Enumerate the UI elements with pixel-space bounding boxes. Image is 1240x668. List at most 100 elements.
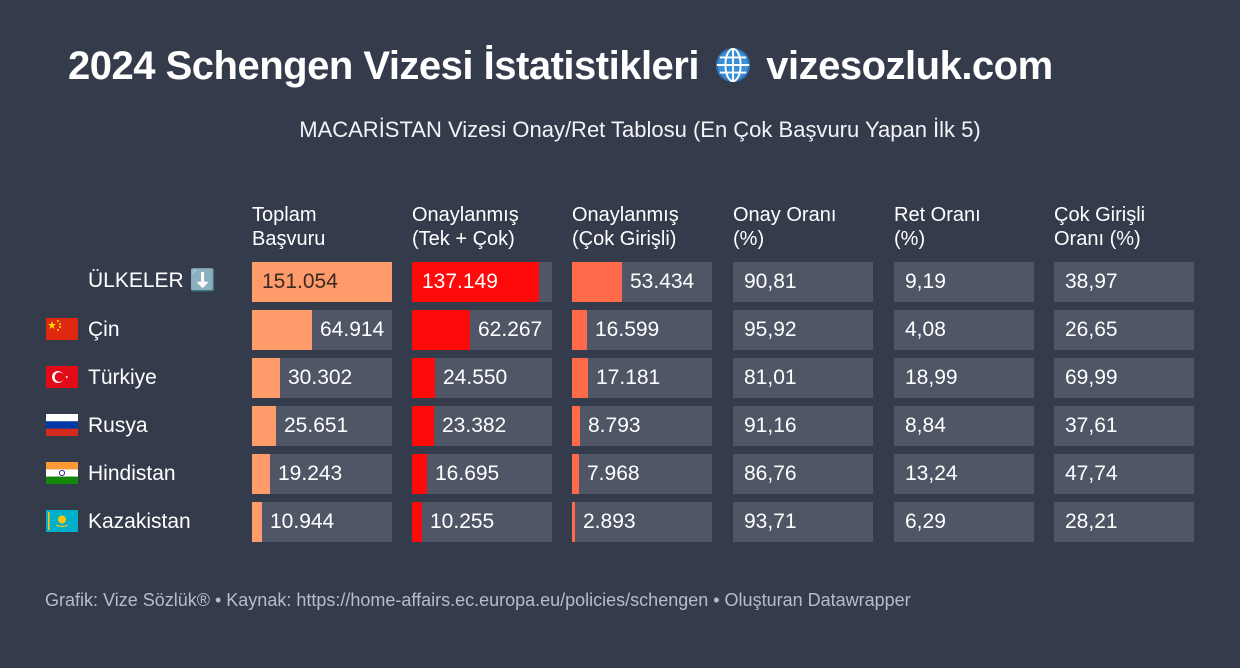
column-header-line: (%) [894, 228, 926, 250]
kazakhstan-flag-icon [46, 506, 78, 532]
column-header-line: (%) [733, 228, 765, 250]
cell-value: 62.267 [478, 318, 543, 341]
china-flag-icon [46, 314, 78, 340]
chart-title: 2024 Schengen Vizesi İstatistikleri vize… [68, 44, 1053, 89]
column-header-total: Toplam Başvuru [252, 203, 402, 251]
table-cell-approved: 24.550 [412, 358, 552, 398]
column-header-rejection-rate: Ret Oranı (%) [894, 203, 1044, 251]
table-cell-rejection-rate: 9,19 [894, 262, 1034, 302]
table-cell-approved: 137.149 [412, 262, 552, 302]
title-site: vizesozluk.com [766, 44, 1053, 88]
column-header-line: Çok Girişli [1054, 204, 1146, 226]
country-label: Türkiye [46, 358, 157, 398]
cell-value: 30.302 [288, 366, 353, 389]
column-header-line: Onaylanmış [412, 204, 519, 226]
table-cell-approved: 16.695 [412, 454, 552, 494]
cell-value: 91,16 [744, 414, 797, 437]
globe-icon [715, 47, 750, 83]
cell-value: 86,76 [744, 462, 797, 485]
value-bar [252, 262, 392, 302]
turkey-flag-icon [46, 362, 78, 388]
table-cell-approved: 10.255 [412, 502, 552, 542]
column-header-line: (Çok Girişli) [572, 228, 677, 250]
cell-value: 17.181 [596, 366, 661, 389]
column-header-line: Başvuru [252, 228, 326, 250]
value-bar [572, 454, 579, 494]
table-cell-approved: 23.382 [412, 406, 552, 446]
table-cell-rejection-rate: 13,24 [894, 454, 1034, 494]
table-cell-multi-rate: 38,97 [1054, 262, 1194, 302]
cell-value: 23.382 [442, 414, 507, 437]
table-cell-total: 151.054 [252, 262, 392, 302]
row-header-label: ÜLKELER ⬇️ [88, 269, 216, 292]
table-cell-rejection-rate: 8,84 [894, 406, 1034, 446]
cell-value: 37,61 [1065, 414, 1118, 437]
table-cell-total: 30.302 [252, 358, 392, 398]
country-name: Rusya [88, 414, 148, 437]
cell-value: 64.914 [320, 318, 385, 341]
cell-value: 24.550 [443, 366, 508, 389]
cell-value: 16.695 [435, 462, 500, 485]
title-text: 2024 Schengen Vizesi İstatistikleri [68, 44, 699, 88]
column-header-line: (Tek + Çok) [412, 228, 515, 250]
cell-value: 7.968 [587, 462, 640, 485]
table-cell-approval-rate: 86,76 [733, 454, 873, 494]
table-cell-multi: 7.968 [572, 454, 712, 494]
value-bar [572, 502, 575, 542]
cell-value: 151.054 [262, 270, 338, 293]
table-cell-approved: 62.267 [412, 310, 552, 350]
column-header-line: Onay Oranı [733, 204, 837, 226]
cell-value: 137.149 [422, 270, 498, 293]
country-label: Hindistan [46, 454, 176, 494]
value-bar [252, 358, 280, 398]
cell-value: 8.793 [588, 414, 641, 437]
cell-value: 18,99 [905, 366, 958, 389]
value-bar [572, 262, 622, 302]
india-flag-icon [46, 458, 78, 484]
value-bar [572, 358, 588, 398]
value-bar [572, 406, 580, 446]
cell-value: 28,21 [1065, 510, 1118, 533]
value-bar [412, 310, 470, 350]
table-cell-multi-rate: 47,74 [1054, 454, 1194, 494]
table-cell-multi-rate: 26,65 [1054, 310, 1194, 350]
country-name: Kazakistan [88, 510, 191, 533]
cell-value: 19.243 [278, 462, 343, 485]
cell-value: 26,65 [1065, 318, 1118, 341]
country-label: Kazakistan [46, 502, 191, 542]
country-label: Çin [46, 310, 120, 350]
country-label: Rusya [46, 406, 148, 446]
cell-value: 81,01 [744, 366, 797, 389]
column-header-approval-rate: Onay Oranı (%) [733, 203, 883, 251]
value-bar [572, 310, 587, 350]
country-name: Türkiye [88, 366, 157, 389]
table-cell-total: 25.651 [252, 406, 392, 446]
footer-credits: Grafik: Vize Sözlük® • Kaynak: https://h… [45, 590, 911, 610]
chart-subtitle: MACARİSTAN Vizesi Onay/Ret Tablosu (En Ç… [299, 117, 981, 142]
russia-flag-icon [46, 410, 78, 436]
value-bar [252, 406, 276, 446]
value-bar [412, 406, 434, 446]
cell-value: 93,71 [744, 510, 797, 533]
cell-value: 8,84 [905, 414, 946, 437]
cell-value: 53.434 [630, 270, 695, 293]
table-cell-multi: 17.181 [572, 358, 712, 398]
country-name: Hindistan [88, 462, 176, 485]
table-cell-rejection-rate: 6,29 [894, 502, 1034, 542]
table-cell-multi: 16.599 [572, 310, 712, 350]
cell-value: 95,92 [744, 318, 797, 341]
value-bar [412, 358, 435, 398]
table-cell-multi: 8.793 [572, 406, 712, 446]
table-cell-total: 64.914 [252, 310, 392, 350]
table-cell-total: 10.944 [252, 502, 392, 542]
country-name: Çin [88, 318, 120, 341]
cell-value: 16.599 [595, 318, 660, 341]
value-bar [252, 454, 270, 494]
cell-value: 6,29 [905, 510, 946, 533]
cell-value: 90,81 [744, 270, 797, 293]
cell-value: 13,24 [905, 462, 958, 485]
table-cell-multi-rate: 37,61 [1054, 406, 1194, 446]
cell-value: 25.651 [284, 414, 349, 437]
table-cell-multi-rate: 69,99 [1054, 358, 1194, 398]
table-cell-total: 19.243 [252, 454, 392, 494]
